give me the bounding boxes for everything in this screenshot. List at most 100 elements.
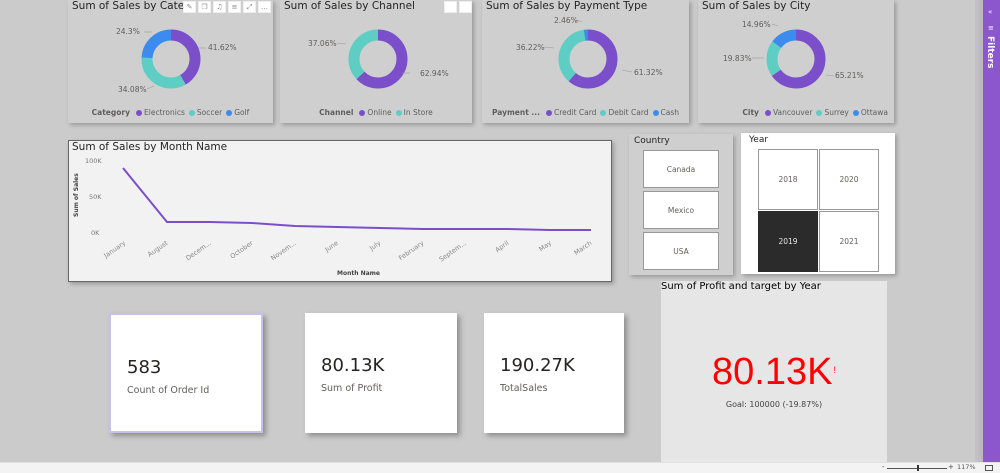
- legend-item-online[interactable]: Online: [359, 108, 392, 117]
- focus-mode-icon[interactable]: ⤢: [243, 1, 256, 13]
- slicer-title: Country: [634, 136, 670, 146]
- legend-title: City: [742, 108, 759, 117]
- zoom-level: 117%: [957, 463, 976, 471]
- legend-label: Ottawa: [860, 108, 888, 117]
- donut-chart[interactable]: [280, 14, 472, 96]
- filters-pane[interactable]: « ≡ Filters: [983, 0, 1000, 462]
- slicer-option-2019[interactable]: 2019: [758, 211, 818, 272]
- more-options-icon[interactable]: …: [258, 1, 271, 13]
- legend-item-electronics[interactable]: Electronics: [136, 108, 185, 117]
- slicer-option-usa[interactable]: USA: [643, 232, 719, 270]
- slicer-option-2018[interactable]: 2018: [758, 149, 818, 210]
- line-chart-sales-by-month[interactable]: Sum of Sales by Month Name 100K 50K 0K S…: [68, 140, 612, 282]
- visual-title: Sum of Sales by Payment Type: [486, 0, 648, 12]
- visual-title: Sum of Profit and target by Year: [661, 281, 821, 292]
- slicer-option-2021[interactable]: 2021: [819, 211, 879, 272]
- legend-dot-icon: [816, 109, 823, 116]
- legend: City Vancouver Surrey Ottawa: [698, 108, 894, 117]
- donut-sales-by-category[interactable]: Sum of Sales by Catego ✎ ❐ ♫ ≡ ⤢ … 41.62…: [68, 0, 273, 123]
- kpi-value: 190.27K: [500, 355, 575, 376]
- visual-title: Sum of Sales by Catego: [72, 0, 190, 12]
- legend-item-credit-card[interactable]: Credit Card: [545, 108, 597, 117]
- legend: Payment ... Credit Card Debit Card Cash: [482, 108, 689, 117]
- slice-label-electronics: 41.62%: [208, 43, 237, 52]
- donut-sales-by-channel[interactable]: Sum of Sales by Channel 37.06% 62.94% Ch…: [280, 0, 472, 123]
- bell-icon[interactable]: ♫: [213, 1, 226, 13]
- blank-header-icon[interactable]: [459, 1, 472, 13]
- legend-item-vancouver[interactable]: Vancouver: [764, 108, 813, 117]
- slicer-title: Year: [749, 135, 769, 145]
- legend-label: Soccer: [196, 108, 223, 117]
- slice-label-ottawa: 14.96%: [742, 20, 771, 29]
- slice-label-golf: 24.3%: [116, 27, 140, 36]
- zoom-in-button[interactable]: +: [948, 463, 954, 471]
- donut-sales-by-city[interactable]: Sum of Sales by City 14.96% 19.83% 65.21…: [698, 0, 894, 123]
- donut-chart[interactable]: [482, 14, 689, 96]
- kpi-card-total-sales[interactable]: 190.27K TotalSales: [484, 313, 624, 433]
- donut-chart[interactable]: [68, 14, 273, 96]
- legend-label: In Store: [403, 108, 433, 117]
- pin-icon[interactable]: ✎: [183, 1, 196, 13]
- zoom-slider-thumb[interactable]: [917, 465, 919, 471]
- slicer-option-mexico[interactable]: Mexico: [643, 191, 719, 229]
- fit-to-page-icon[interactable]: [985, 465, 993, 471]
- slicer-year: Year 2018 2020 2019 2021: [741, 133, 895, 274]
- slice-label-vancouver: 65.21%: [835, 71, 864, 80]
- kpi-goal-text: Goal: 100000 (-19.87%): [725, 400, 823, 409]
- legend-label: Debit Card: [608, 108, 649, 117]
- legend-item-cash[interactable]: Cash: [652, 108, 679, 117]
- legend-item-soccer[interactable]: Soccer: [188, 108, 223, 117]
- copy-icon[interactable]: ❐: [198, 1, 211, 13]
- legend-item-in-store[interactable]: In Store: [395, 108, 433, 117]
- legend: Channel Online In Store: [280, 108, 472, 117]
- visual-title: Sum of Sales by Channel: [284, 0, 415, 12]
- legend-dot-icon: [136, 109, 143, 116]
- legend-item-debit-card[interactable]: Debit Card: [600, 108, 649, 117]
- kpi-card-sum-profit[interactable]: 80.13K Sum of Profit: [305, 313, 457, 433]
- slice-label-cash: 2.46%: [554, 16, 578, 25]
- kpi-value: 80.13K: [712, 351, 833, 393]
- slicer-country: Country Canada Mexico USA: [629, 134, 733, 275]
- legend-dot-icon: [545, 109, 552, 116]
- visual-title: Sum of Sales by Month Name: [72, 141, 228, 153]
- legend-label: Vancouver: [772, 108, 813, 117]
- slice-label-soccer: 34.08%: [118, 85, 147, 94]
- zoom-out-button[interactable]: -: [882, 463, 885, 471]
- slice-label-in-store: 37.06%: [308, 39, 337, 48]
- warning-icon: !: [833, 365, 836, 375]
- slicer-option-2020[interactable]: 2020: [819, 149, 879, 210]
- kpi-card-order-count[interactable]: 583 Count of Order Id: [109, 313, 263, 433]
- legend-label: Golf: [234, 108, 250, 117]
- blank-header-icon[interactable]: [444, 1, 457, 13]
- x-axis-title: Month Name: [337, 270, 380, 277]
- slicer-option-canada[interactable]: Canada: [643, 150, 719, 188]
- kpi-indicator-value: 80.13K!: [661, 351, 887, 394]
- legend-item-surrey[interactable]: Surrey: [816, 108, 849, 117]
- kpi-label: Sum of Profit: [321, 383, 383, 394]
- legend-dot-icon: [600, 109, 607, 116]
- slice-label-debit-card: 36.22%: [516, 43, 545, 52]
- donut-sales-by-payment-type[interactable]: Sum of Sales by Payment Type 2.46% 36.22…: [482, 0, 689, 123]
- legend-dot-icon: [395, 109, 402, 116]
- legend-label: Electronics: [144, 108, 185, 117]
- legend: Category Electronics Soccer Golf: [68, 108, 273, 117]
- kpi-label: Count of Order Id: [127, 385, 210, 396]
- legend-item-golf[interactable]: Golf: [226, 108, 249, 117]
- kpi-value: 80.13K: [321, 355, 385, 376]
- legend-label: Credit Card: [553, 108, 597, 117]
- legend-dot-icon: [226, 109, 233, 116]
- kpi-profit-target-by-year[interactable]: Sum of Profit and target by Year 80.13K!…: [661, 281, 887, 462]
- legend-title: Category: [91, 108, 131, 117]
- legend-dot-icon: [852, 109, 859, 116]
- chevron-left-icon[interactable]: «: [988, 8, 993, 16]
- legend-item-ottawa[interactable]: Ottawa: [852, 108, 888, 117]
- line-series[interactable]: [69, 141, 613, 283]
- slice-label-surrey: 19.83%: [723, 54, 752, 63]
- legend-title: Channel: [319, 108, 354, 117]
- donut-chart[interactable]: [698, 14, 894, 96]
- kpi-value: 583: [127, 357, 162, 378]
- kpi-label: TotalSales: [500, 383, 548, 394]
- filter-icon[interactable]: ≡: [228, 1, 241, 13]
- y-tick-100k: 100K: [85, 157, 102, 165]
- canvas-scroll-edge: [975, 0, 983, 462]
